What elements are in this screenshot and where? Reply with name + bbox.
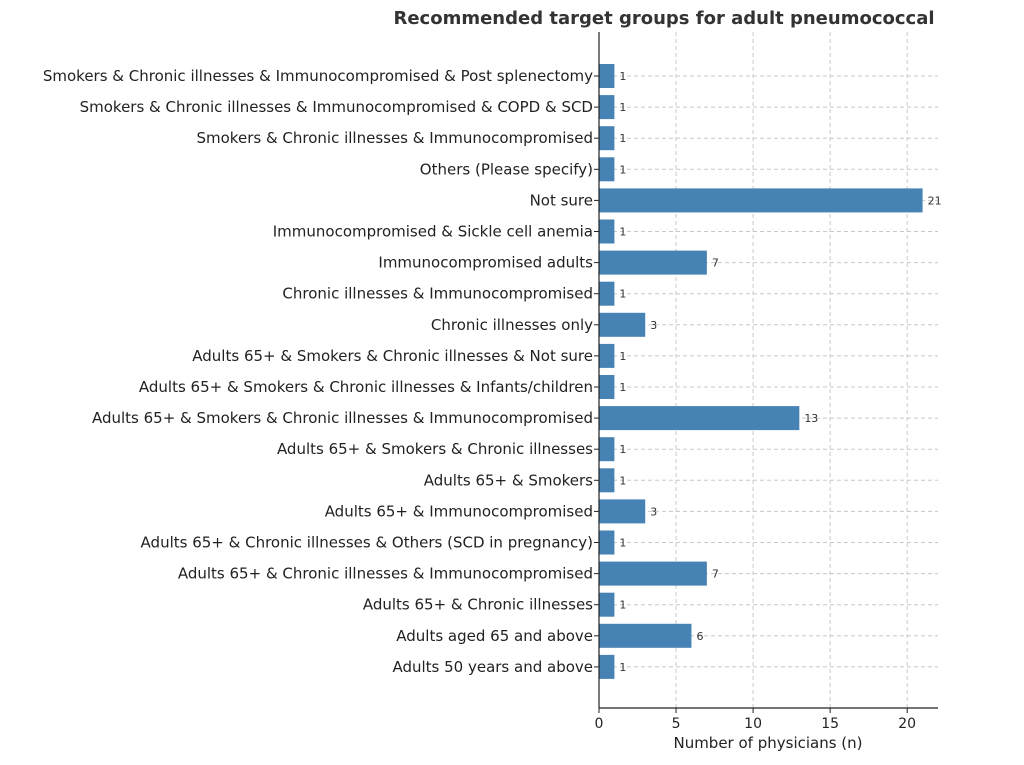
category-label: Chronic illnesses only — [431, 316, 593, 334]
x-tick-label: 20 — [898, 716, 916, 732]
bar — [599, 623, 692, 648]
bar — [599, 468, 615, 493]
category-label: Chronic illnesses & Immunocompromised — [282, 285, 593, 303]
x-tick-label: 15 — [821, 716, 839, 732]
x-tick-label: 10 — [744, 716, 762, 732]
category-label: Adults 50 years and above — [392, 658, 593, 676]
value-label: 1 — [619, 443, 626, 456]
value-label: 1 — [619, 537, 626, 550]
category-label: Adults 65+ & Smokers & Chronic illnesses… — [192, 347, 593, 365]
bar — [599, 592, 615, 617]
category-label: Immunocompromised adults — [378, 254, 593, 272]
value-label: 1 — [619, 474, 626, 487]
bar — [599, 188, 923, 213]
category-label: Smokers & Chronic illnesses & Immunocomp… — [80, 98, 593, 116]
bar — [599, 561, 707, 586]
bar — [599, 250, 707, 275]
bar — [599, 126, 615, 151]
category-label: Not sure — [530, 191, 593, 209]
bar-layer — [599, 64, 923, 679]
category-label: Adults 65+ & Smokers & Chronic illnesses… — [92, 409, 593, 427]
category-label: Adults 65+ & Smokers & Chronic illnesses… — [139, 378, 593, 396]
bar — [599, 219, 615, 244]
value-label: 1 — [619, 661, 626, 674]
category-label: Adults 65+ & Chronic illnesses — [363, 596, 593, 614]
category-label: Smokers & Chronic illnesses & Immunocomp… — [197, 129, 594, 147]
label-layer: 0 5 10 15 20 Smokers & Chronic illnesses & Im… — [43, 67, 942, 732]
grid-layer — [598, 32, 938, 708]
value-label: 1 — [619, 599, 626, 612]
value-label: 6 — [696, 630, 703, 643]
category-label: Others (Please specify) — [420, 160, 593, 178]
value-label: 13 — [804, 412, 818, 425]
bar — [599, 312, 646, 337]
bar — [599, 375, 615, 399]
bar — [599, 64, 615, 88]
value-label: 7 — [712, 568, 719, 581]
x-axis-label: Number of physicians (n) — [673, 734, 862, 752]
value-label: 3 — [650, 505, 657, 518]
axis-layer — [598, 32, 938, 709]
value-label: 1 — [619, 132, 626, 145]
bar — [599, 406, 800, 431]
bar — [599, 654, 615, 679]
category-label: Adults 65+ & Immunocompromised — [325, 502, 593, 520]
bar — [599, 281, 615, 306]
category-label: Adults 65+ & Smokers — [424, 471, 593, 489]
x-tick-label: 0 — [595, 716, 604, 732]
category-label: Adults 65+ & Chronic illnesses & Others … — [141, 534, 593, 552]
value-label: 7 — [712, 257, 719, 270]
category-label: Immunocompromised & Sickle cell anemia — [273, 223, 593, 241]
category-label: Adults 65+ & Smokers & Chronic illnesses — [277, 440, 593, 458]
bar — [599, 530, 615, 555]
value-label: 21 — [928, 194, 942, 207]
value-label: 1 — [619, 381, 626, 394]
category-label: Adults aged 65 and above — [396, 627, 593, 645]
value-label: 1 — [619, 101, 626, 114]
value-label: 3 — [650, 319, 657, 332]
x-tick-label: 5 — [672, 716, 681, 732]
value-label: 1 — [619, 226, 626, 239]
value-label: 1 — [619, 163, 626, 176]
category-label: Adults 65+ & Chronic illnesses & Immunoc… — [178, 565, 593, 583]
value-label: 1 — [619, 70, 626, 83]
bar — [599, 499, 646, 524]
chart-title: Recommended target groups for adult pneu… — [393, 8, 934, 29]
value-label: 1 — [619, 288, 626, 301]
value-label: 1 — [619, 350, 626, 363]
category-label: Smokers & Chronic illnesses & Immunocomp… — [43, 67, 593, 85]
bar — [599, 437, 615, 462]
bar — [599, 157, 615, 182]
bar — [599, 343, 615, 368]
bar — [599, 95, 615, 120]
